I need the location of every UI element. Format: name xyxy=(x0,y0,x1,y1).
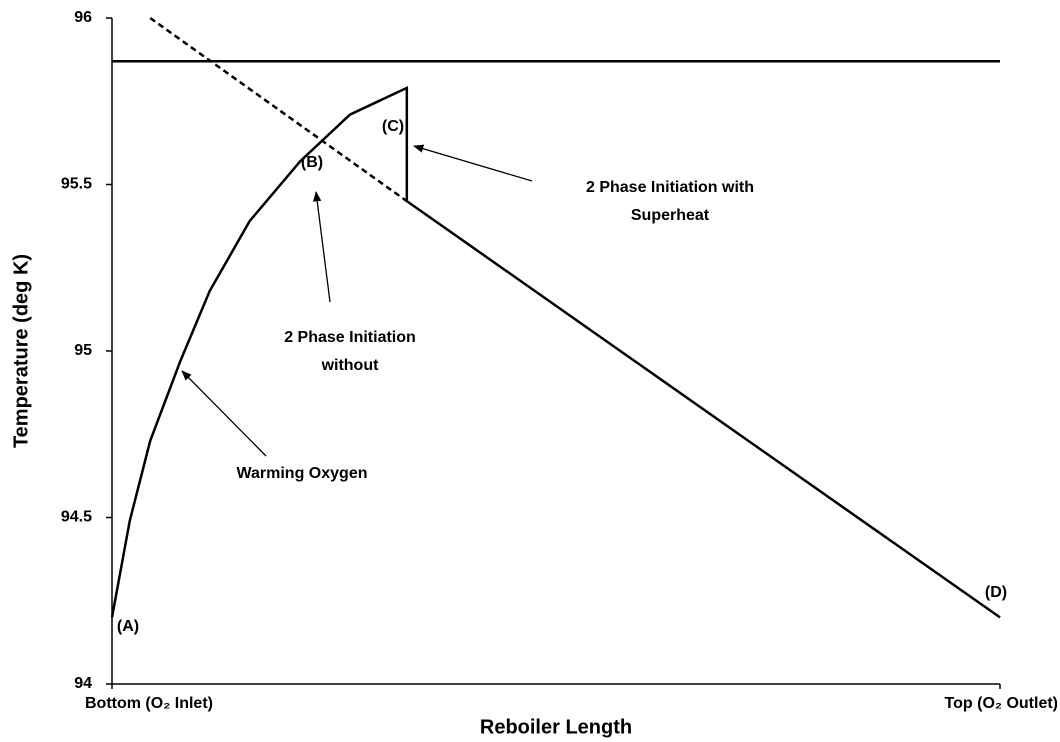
y-axis-title: Temperature (deg K) xyxy=(10,254,32,448)
annotation: Warming Oxygen xyxy=(237,465,368,482)
annotation: (D) xyxy=(985,584,1007,601)
annotation: Superheat xyxy=(631,207,710,224)
x-axis-title: Reboiler Length xyxy=(480,716,632,738)
y-tick-label: 95.5 xyxy=(61,176,92,193)
y-tick-label: 94.5 xyxy=(61,509,92,526)
arrow xyxy=(413,144,533,182)
y-tick-label: 94 xyxy=(74,675,92,692)
annotation: 2 Phase Initiation with xyxy=(586,179,754,196)
x-tick-label: Top (O₂ Outlet) xyxy=(945,695,1058,712)
annotation: (C) xyxy=(382,118,404,135)
x-tick-label: Bottom (O₂ Inlet) xyxy=(85,695,213,712)
line xyxy=(110,85,1001,619)
annotation: without xyxy=(321,357,380,374)
annotation: (B) xyxy=(301,154,323,171)
y-tick-label: 96 xyxy=(74,9,92,26)
line xyxy=(149,16,408,203)
y-tick-label: 95 xyxy=(74,342,92,359)
arrow xyxy=(313,190,331,303)
annotation: 2 Phase Initiation xyxy=(284,329,416,346)
annotation: (A) xyxy=(117,618,139,635)
arrow xyxy=(181,370,267,457)
